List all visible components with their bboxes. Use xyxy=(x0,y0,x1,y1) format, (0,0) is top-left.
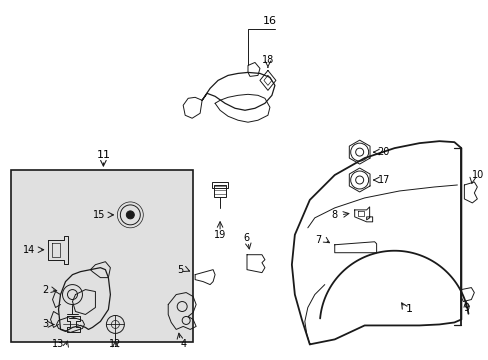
Text: 10: 10 xyxy=(471,170,484,180)
Text: 2: 2 xyxy=(42,284,48,294)
Bar xyxy=(11,170,193,342)
Text: 7: 7 xyxy=(315,235,321,245)
Text: 9: 9 xyxy=(462,302,468,312)
Circle shape xyxy=(126,211,134,219)
Text: 4: 4 xyxy=(180,339,186,349)
Text: 20: 20 xyxy=(377,147,389,157)
Text: 13: 13 xyxy=(52,339,64,349)
Bar xyxy=(212,182,227,188)
Text: 5: 5 xyxy=(177,265,183,275)
Text: 14: 14 xyxy=(23,245,36,255)
Text: 15: 15 xyxy=(93,210,105,220)
Text: 12: 12 xyxy=(109,339,122,349)
Bar xyxy=(214,185,225,197)
Text: 16: 16 xyxy=(263,15,276,26)
Text: 6: 6 xyxy=(243,233,248,243)
Text: 8: 8 xyxy=(331,210,337,220)
Text: 11: 11 xyxy=(96,150,110,160)
Text: 18: 18 xyxy=(261,55,273,66)
Text: 19: 19 xyxy=(214,230,226,240)
Text: 3: 3 xyxy=(42,319,48,329)
Text: 1: 1 xyxy=(405,305,412,315)
Text: 17: 17 xyxy=(377,175,389,185)
